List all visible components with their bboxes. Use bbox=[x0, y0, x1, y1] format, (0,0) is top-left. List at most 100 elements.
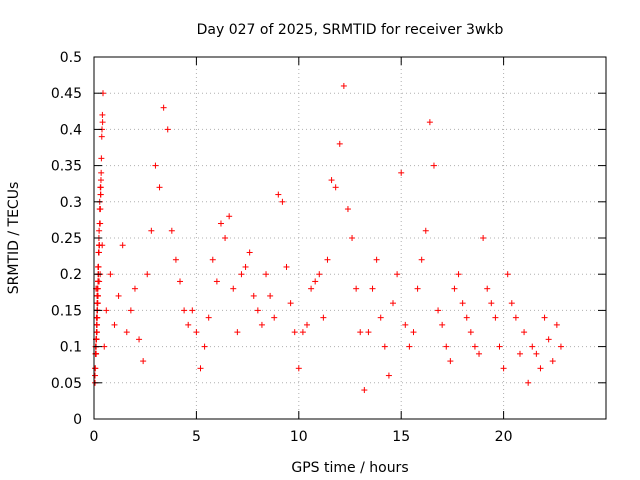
data-point bbox=[213, 278, 220, 285]
data-point bbox=[123, 329, 130, 336]
data-point bbox=[426, 119, 433, 126]
data-point bbox=[185, 321, 192, 328]
data-point bbox=[369, 285, 376, 292]
data-point bbox=[93, 321, 100, 328]
axis-ticks: 0 0.05 0.1 0.15 0.2 0.25 0.3 0.35 0.4 0.45 0.5 0 5 10… bbox=[51, 50, 606, 445]
data-point bbox=[373, 256, 380, 263]
data-point bbox=[209, 256, 216, 263]
data-point bbox=[168, 227, 175, 234]
data-point bbox=[324, 256, 331, 263]
data-point bbox=[263, 271, 270, 278]
data-point bbox=[226, 213, 233, 220]
x-tick-label: 5 bbox=[192, 429, 201, 445]
data-point bbox=[385, 372, 392, 379]
data-point bbox=[144, 271, 151, 278]
data-point bbox=[344, 206, 351, 213]
data-point bbox=[455, 271, 462, 278]
data-point bbox=[131, 285, 138, 292]
data-point bbox=[443, 343, 450, 350]
data-point bbox=[107, 271, 114, 278]
data-point bbox=[95, 278, 102, 285]
data-point bbox=[96, 220, 103, 227]
data-point bbox=[250, 292, 257, 299]
data-point bbox=[99, 111, 106, 118]
data-point bbox=[340, 82, 347, 89]
data-point bbox=[291, 329, 298, 336]
data-point bbox=[94, 314, 101, 321]
data-point bbox=[98, 155, 105, 162]
data-point bbox=[222, 235, 229, 241]
x-tick-label: 15 bbox=[392, 429, 410, 445]
y-tick-label: 0.3 bbox=[60, 195, 82, 211]
data-point bbox=[316, 271, 323, 278]
data-point bbox=[471, 343, 478, 350]
data-point bbox=[430, 162, 437, 169]
data-point bbox=[96, 242, 103, 249]
data-point bbox=[97, 191, 104, 198]
data-point bbox=[377, 314, 384, 321]
data-point bbox=[99, 119, 106, 126]
data-point bbox=[476, 350, 483, 357]
data-point bbox=[97, 206, 104, 213]
y-tick-label: 0.35 bbox=[51, 159, 82, 175]
data-point bbox=[320, 314, 327, 321]
data-point bbox=[312, 278, 319, 285]
data-point bbox=[414, 285, 421, 292]
data-point bbox=[451, 285, 458, 292]
data-point bbox=[271, 314, 278, 321]
data-point bbox=[140, 358, 147, 365]
data-point bbox=[181, 307, 188, 314]
y-tick-label: 0.05 bbox=[51, 376, 82, 392]
data-point bbox=[439, 321, 446, 328]
data-point bbox=[484, 285, 491, 292]
data-point bbox=[537, 365, 544, 372]
data-point bbox=[94, 300, 101, 307]
data-point bbox=[418, 256, 425, 263]
data-point bbox=[463, 314, 470, 321]
data-point bbox=[97, 184, 104, 191]
data-point bbox=[103, 307, 110, 314]
data-point bbox=[533, 350, 540, 357]
data-point bbox=[95, 249, 102, 256]
x-tick-label: 10 bbox=[290, 429, 308, 445]
data-point bbox=[512, 314, 519, 321]
data-point bbox=[349, 235, 356, 241]
data-point bbox=[201, 343, 208, 350]
data-point bbox=[230, 285, 237, 292]
data-point bbox=[410, 329, 417, 336]
data-point bbox=[303, 321, 310, 328]
data-point bbox=[328, 177, 335, 184]
data-point bbox=[467, 329, 474, 336]
x-axis-label: GPS time / hours bbox=[291, 460, 408, 476]
y-tick-label: 0.15 bbox=[51, 303, 82, 319]
chart-title: Day 027 of 2025, SRMTID for receiver 3wk… bbox=[197, 22, 504, 38]
data-point bbox=[275, 191, 282, 198]
data-point bbox=[254, 307, 261, 314]
data-point bbox=[525, 379, 532, 386]
data-point bbox=[435, 307, 442, 314]
data-point bbox=[177, 278, 184, 285]
y-tick-label: 0.2 bbox=[60, 267, 82, 283]
data-point bbox=[553, 321, 560, 328]
data-point bbox=[92, 372, 99, 379]
data-point bbox=[406, 343, 413, 350]
data-point bbox=[299, 329, 306, 336]
data-point bbox=[172, 256, 179, 263]
data-point bbox=[164, 126, 171, 133]
data-point bbox=[492, 314, 499, 321]
data-point bbox=[94, 292, 101, 299]
data-point bbox=[101, 343, 108, 350]
data-point bbox=[422, 227, 429, 234]
data-point bbox=[480, 235, 487, 241]
data-point bbox=[508, 300, 515, 307]
data-point bbox=[92, 365, 99, 372]
data-point bbox=[541, 314, 548, 321]
data-point bbox=[357, 329, 364, 336]
data-point bbox=[287, 300, 294, 307]
data-point bbox=[193, 329, 200, 336]
y-tick-label: 0 bbox=[73, 412, 82, 428]
y-tick-label: 0.5 bbox=[60, 50, 82, 66]
y-tick-label: 0.1 bbox=[60, 340, 82, 356]
data-point bbox=[119, 242, 126, 249]
